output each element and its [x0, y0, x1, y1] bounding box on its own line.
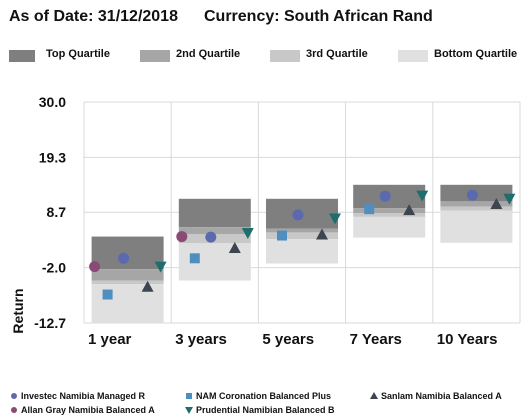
third-quartile-band [91, 280, 164, 285]
quartile-legend: Top Quartile 2nd Quartile 3rd Quartile B… [0, 45, 526, 65]
series-point [176, 231, 188, 243]
as-of-date: As of Date: 31/12/2018 [9, 8, 178, 25]
series-point [241, 227, 254, 239]
legend-nam-coronation-label: NAM Coronation Balanced Plus [196, 391, 332, 401]
second-quartile-band [178, 227, 251, 234]
second-quartile-band [91, 269, 164, 281]
legend-sanlam-label: Sanlam Namibia Balanced A [381, 391, 502, 401]
circle-marker-icon [11, 393, 17, 399]
x-category-label: 5 years [262, 331, 314, 348]
bottom-quartile-label: Bottom Quartile [434, 48, 518, 60]
legend-allan-gray-label: Allan Gray Namibia Balanced A [21, 405, 155, 415]
top-quartile-band [178, 198, 251, 228]
3rd-quartile-swatch [270, 50, 300, 62]
report-header: As of Date: 31/12/2018 Currency: South Af… [9, 8, 433, 26]
series-point [403, 204, 416, 216]
y-axis-label: Return [10, 288, 26, 333]
currency-label: Currency: South African Rand [203, 8, 433, 25]
series-point [89, 261, 101, 273]
bottom-quartile-band [91, 284, 164, 323]
bottom-quartile-band [266, 239, 338, 264]
y-tick-label: -12.7 [34, 315, 66, 331]
x-category-label: 10 Years [437, 331, 498, 348]
series-point [228, 241, 241, 253]
series-point [189, 253, 200, 264]
bottom-quartile-band [353, 216, 426, 238]
series-point [277, 230, 287, 241]
bottom-quartile-swatch [398, 50, 428, 62]
series-point [490, 197, 503, 209]
3rd-quartile-label: 3rd Quartile [306, 48, 368, 60]
series-point [379, 190, 391, 202]
series-point [292, 209, 304, 221]
series-point [205, 231, 217, 243]
legend-prudential-label: Prudential Namibian Balanced B [196, 405, 335, 415]
series-point [102, 289, 113, 300]
legend-investec-label: Investec Namibia Managed R [21, 391, 146, 401]
bottom-quartile-band [440, 210, 513, 243]
2nd-quartile-swatch [140, 50, 170, 62]
circle-marker-icon [11, 407, 17, 413]
x-category-label: 3 years [175, 331, 227, 348]
series-point [329, 213, 341, 225]
series-point [316, 228, 328, 240]
quartile-chart: 30.0 19.3 8.7 -2.0 -12.7 Return 1 year 3 years 5… [10, 94, 521, 348]
series-point [466, 189, 478, 201]
y-tick-label: 8.7 [47, 204, 67, 220]
y-tick-label: 30.0 [39, 94, 66, 110]
series-point [416, 190, 429, 202]
second-quartile-band [440, 201, 513, 207]
x-category-label: 1 year [88, 331, 132, 348]
third-quartile-band [266, 232, 338, 240]
top-quartile-label: Top Quartile [46, 48, 110, 60]
series-point [141, 280, 154, 292]
third-quartile-band [353, 213, 426, 217]
bottom-quartile-band [178, 243, 251, 281]
triangle-up-marker-icon [370, 392, 378, 399]
x-category-label: 7 Years [350, 331, 402, 348]
series-point [154, 261, 167, 273]
triangle-down-marker-icon [185, 407, 193, 414]
square-marker-icon [186, 393, 192, 399]
series-legend: Investec Namibia Managed R NAM Coronatio… [0, 388, 526, 419]
series-point [503, 193, 516, 205]
second-quartile-band [266, 228, 338, 233]
top-quartile-swatch [9, 50, 35, 62]
top-quartile-band [91, 236, 164, 270]
third-quartile-band [440, 206, 513, 211]
series-point [364, 204, 375, 215]
y-tick-label: 19.3 [39, 149, 66, 165]
y-tick-label: -2.0 [42, 260, 66, 276]
2nd-quartile-label: 2nd Quartile [176, 48, 241, 60]
series-point [118, 252, 130, 264]
second-quartile-band [353, 208, 426, 214]
